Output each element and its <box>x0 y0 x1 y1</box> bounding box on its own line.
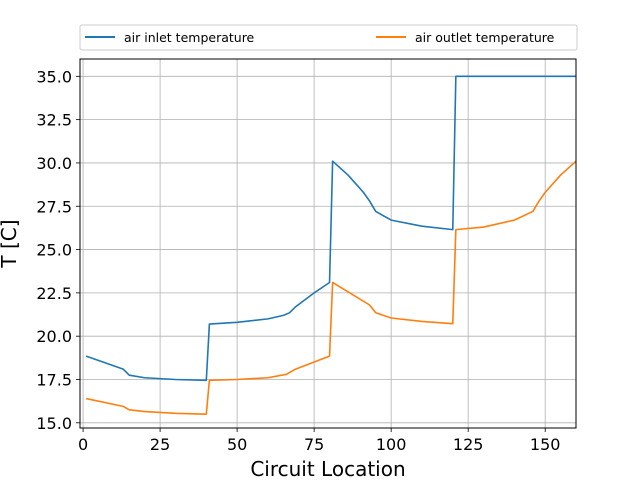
legend-label-air-outlet: air outlet temperature <box>415 30 555 45</box>
x-axis-label: Circuit Location <box>250 457 405 480</box>
grid <box>80 59 576 428</box>
x-tick-label: 150 <box>530 435 561 454</box>
legend-label-air-inlet: air inlet temperature <box>124 30 255 45</box>
y-tick-label: 17.5 <box>36 370 72 389</box>
y-tick-label: 27.5 <box>36 197 72 216</box>
x-tick-label: 100 <box>376 435 407 454</box>
y-tick-label: 22.5 <box>36 284 72 303</box>
legend-box <box>79 24 578 51</box>
y-tick-label: 35.0 <box>36 67 72 86</box>
legend: air inlet temperature air outlet tempera… <box>79 24 578 51</box>
y-tick-label: 20.0 <box>36 327 72 346</box>
x-tick-label: 75 <box>304 435 324 454</box>
y-tick-label: 25.0 <box>36 241 72 260</box>
series-line-air-outlet <box>85 160 577 415</box>
x-tick-label: 25 <box>150 435 170 454</box>
x-tick-label: 125 <box>453 435 484 454</box>
y-tick-label: 30.0 <box>36 154 72 173</box>
plot-frame <box>79 58 577 429</box>
x-tick-label: 50 <box>227 435 247 454</box>
series-line-air-inlet <box>85 75 576 382</box>
series-lines <box>85 75 577 415</box>
x-tick-label: 0 <box>78 435 88 454</box>
y-tick-label: 15.0 <box>36 414 72 433</box>
y-axis-label: T [C] <box>0 219 21 268</box>
ticks: 0 25 50 75 100 125 150 15.0 17.5 20.0 22.5 25.0 27.5… <box>36 67 560 454</box>
y-tick-label: 32.5 <box>36 111 72 130</box>
